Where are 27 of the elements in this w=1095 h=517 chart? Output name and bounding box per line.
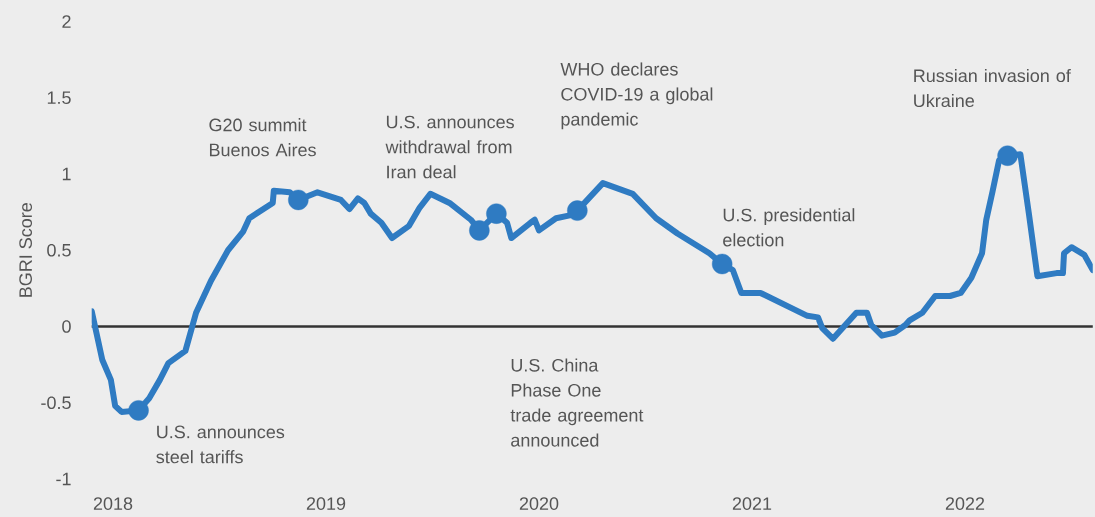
y-tick-label: 2 xyxy=(62,15,71,28)
x-tick-label: 2022 xyxy=(945,497,985,510)
annotation: U.S. China Phase One trade agreement announced xyxy=(510,358,644,447)
y-tick-label: -0.5 xyxy=(41,396,71,410)
x-tick-label: 2018 xyxy=(93,497,133,510)
x-tick-label: 2020 xyxy=(519,497,559,510)
y-tick-label: 1 xyxy=(62,167,71,181)
point xyxy=(997,145,1018,166)
annotation: U.S. announces withdrawal from Iran deal xyxy=(385,115,514,179)
point xyxy=(486,203,507,224)
y-tick-label: -1 xyxy=(56,472,71,486)
annotation: WHO declares COVID-19 a global pandemic xyxy=(560,62,713,130)
y-axis-title: BGRI Score xyxy=(19,203,32,297)
x-tick-label: 2021 xyxy=(732,497,772,510)
point xyxy=(469,220,490,241)
point xyxy=(128,400,149,421)
annotation: U.S. presidential election xyxy=(723,208,855,247)
annotation: U.S. announces steel tariffs xyxy=(156,425,285,464)
point xyxy=(711,253,733,275)
point xyxy=(567,200,588,221)
point xyxy=(288,189,309,211)
x-tick-label: 2019 xyxy=(306,497,346,510)
y-tick-label: 0 xyxy=(62,320,71,333)
y-tick-label: 0.5 xyxy=(47,243,71,257)
annotation: G20 summit Buenos Aires xyxy=(209,118,316,157)
annotation: Russian invasion of Ukraine xyxy=(914,68,1071,108)
y-tick-label: 1.5 xyxy=(47,91,71,105)
